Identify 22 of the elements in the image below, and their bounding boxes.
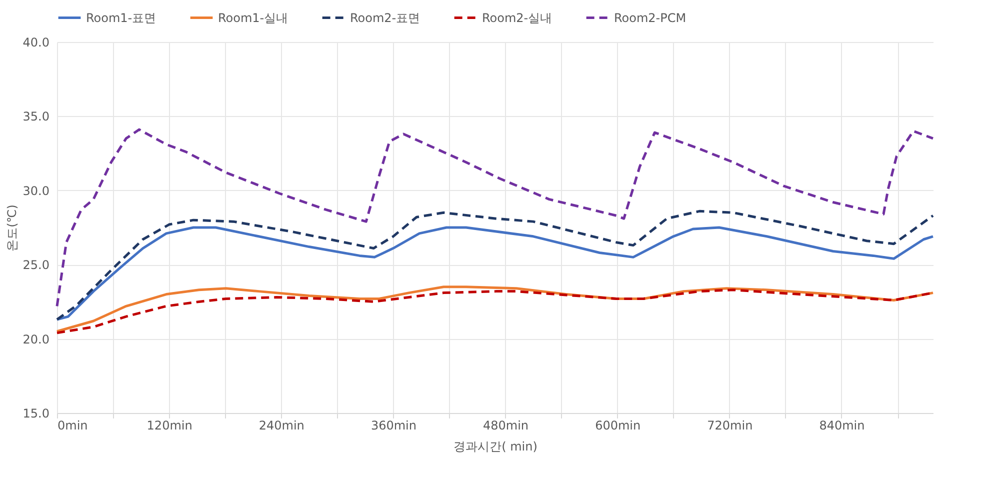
legend-label: Room1-표면	[86, 10, 156, 25]
x-tick-label: 840min	[819, 418, 865, 432]
legend-label: Room1-실내	[218, 10, 288, 25]
legend-label: Room2-실내	[482, 10, 552, 25]
x-tick-label: 240min	[258, 418, 304, 432]
x-tick-label: 600min	[595, 418, 641, 432]
x-tick-label: 120min	[146, 418, 192, 432]
x-tick-label: 720min	[707, 418, 753, 432]
x-tick-label: 480min	[483, 418, 529, 432]
x-tick-label: 0min	[58, 418, 88, 432]
y-tick-label: 15.0	[22, 406, 50, 420]
y-tick-label: 20.0	[22, 332, 50, 346]
x-axis-title: 경과시간( min)	[454, 440, 538, 454]
legend-label: Room2-PCM	[614, 10, 686, 25]
y-tick-label: 30.0	[22, 184, 50, 198]
line-series	[56, 128, 934, 308]
legend-label: Room2-표면	[350, 10, 420, 25]
y-axis-title: 온도(℃)	[4, 204, 19, 252]
y-tick-label: 35.0	[22, 110, 50, 124]
y-tick-label: 40.0	[22, 36, 50, 50]
x-tick-label: 360min	[370, 418, 416, 432]
y-tick-label: 25.0	[22, 258, 50, 272]
